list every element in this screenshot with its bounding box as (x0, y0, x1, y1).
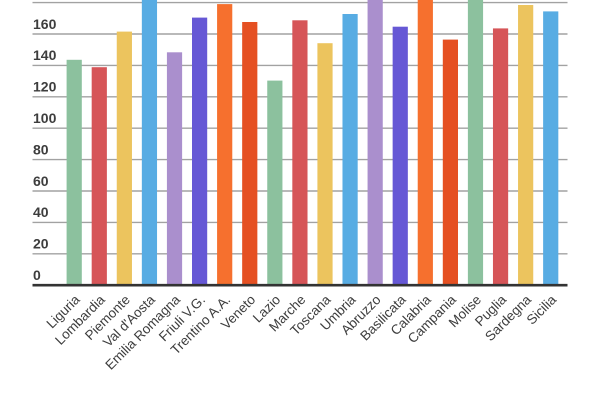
svg-text:120: 120 (33, 79, 57, 95)
svg-text:60: 60 (33, 173, 49, 189)
svg-text:100: 100 (33, 110, 57, 126)
svg-text:80: 80 (33, 141, 49, 157)
svg-text:160: 160 (33, 16, 57, 32)
svg-text:140: 140 (33, 47, 57, 63)
svg-text:0: 0 (33, 267, 41, 283)
svg-text:20: 20 (33, 236, 49, 252)
svg-text:40: 40 (33, 204, 49, 220)
